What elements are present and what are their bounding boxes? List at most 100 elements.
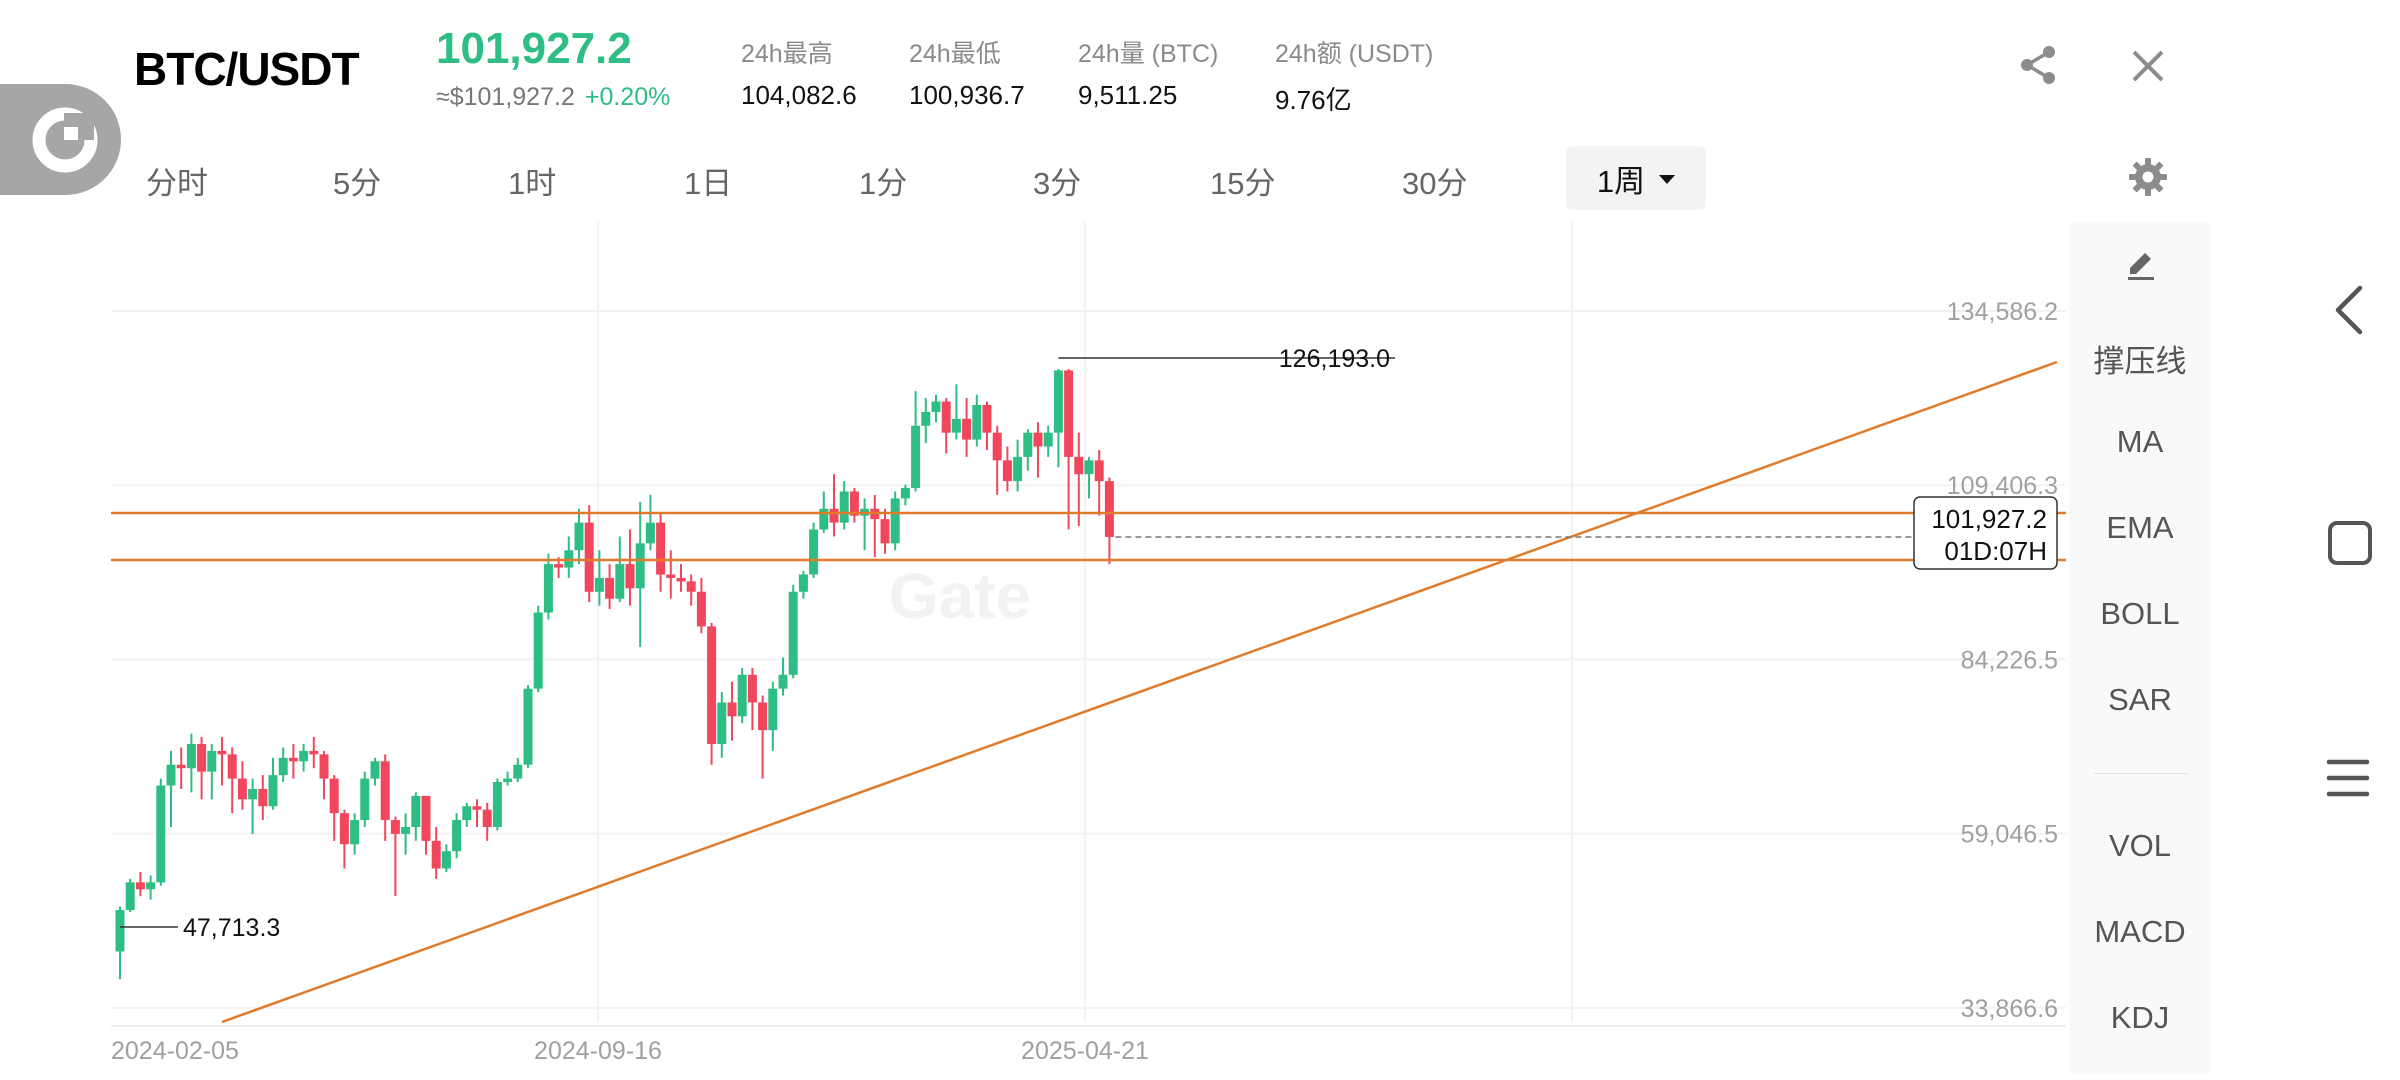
candle-body[interactable] bbox=[809, 529, 819, 575]
tool-sar[interactable]: SAR bbox=[2108, 682, 2172, 717]
candle-body[interactable] bbox=[197, 743, 207, 772]
candle-body[interactable] bbox=[656, 522, 666, 575]
tool-ema[interactable]: EMA bbox=[2106, 510, 2174, 545]
candle-body[interactable] bbox=[186, 743, 196, 769]
pen-icon[interactable] bbox=[2124, 248, 2158, 287]
candle-body[interactable] bbox=[1023, 432, 1033, 457]
indicator-vol[interactable]: VOL bbox=[2108, 828, 2172, 863]
candle-body[interactable] bbox=[309, 750, 319, 755]
candle-body[interactable] bbox=[125, 882, 135, 911]
candle-body[interactable] bbox=[288, 757, 298, 762]
close-icon[interactable] bbox=[2131, 49, 2165, 88]
candle-body[interactable] bbox=[737, 674, 747, 717]
candle-body[interactable] bbox=[839, 491, 849, 523]
candle-body[interactable] bbox=[900, 488, 910, 499]
candle-body[interactable] bbox=[115, 910, 125, 952]
candle-body[interactable] bbox=[278, 757, 288, 776]
candle-body[interactable] bbox=[788, 591, 798, 675]
candle-body[interactable] bbox=[707, 626, 717, 744]
indicator-macd[interactable]: MACD bbox=[2094, 914, 2186, 949]
share-icon[interactable] bbox=[2018, 44, 2060, 91]
candle-body[interactable] bbox=[594, 577, 604, 592]
candle-body[interactable] bbox=[931, 401, 941, 412]
candle-body[interactable] bbox=[390, 820, 400, 834]
candle-body[interactable] bbox=[982, 404, 992, 433]
tab-interval[interactable]: 5分 bbox=[333, 166, 382, 201]
candle-body[interactable] bbox=[431, 840, 441, 869]
tab-interval-active[interactable]: 1周 bbox=[1566, 146, 1706, 210]
tool-boll[interactable]: BOLL bbox=[2100, 596, 2180, 631]
trend-line[interactable] bbox=[221, 360, 2058, 1024]
tab-interval[interactable]: 1分 bbox=[859, 166, 908, 201]
candle-body[interactable] bbox=[554, 564, 564, 568]
tool-support-resistance[interactable]: 撑压线 bbox=[2093, 344, 2187, 379]
candle-body[interactable] bbox=[421, 795, 431, 841]
candle-body[interactable] bbox=[135, 882, 145, 890]
candle-body[interactable] bbox=[472, 806, 482, 810]
candle-body[interactable] bbox=[962, 418, 972, 440]
candle-body[interactable] bbox=[778, 674, 788, 689]
candle-body[interactable] bbox=[849, 491, 859, 516]
tab-interval[interactable]: 1时 bbox=[508, 166, 557, 201]
candle-body[interactable] bbox=[156, 785, 166, 883]
candle-body[interactable] bbox=[452, 820, 462, 852]
last-price-box[interactable] bbox=[1913, 496, 2058, 570]
candle-body[interactable] bbox=[1074, 456, 1084, 475]
candle-body[interactable] bbox=[319, 754, 329, 779]
candle-body[interactable] bbox=[533, 612, 543, 689]
candle-body[interactable] bbox=[237, 778, 247, 800]
candle-body[interactable] bbox=[992, 432, 1002, 461]
candle-body[interactable] bbox=[1094, 460, 1104, 482]
candle-body[interactable] bbox=[513, 764, 523, 779]
square-icon[interactable] bbox=[2327, 520, 2373, 571]
candle-body[interactable] bbox=[1053, 370, 1063, 433]
tab-interval[interactable]: 1日 bbox=[684, 166, 733, 201]
candle-body[interactable] bbox=[176, 764, 186, 769]
candle-body[interactable] bbox=[227, 754, 237, 779]
candle-body[interactable] bbox=[370, 761, 380, 779]
candle-body[interactable] bbox=[299, 750, 309, 762]
candle-body[interactable] bbox=[676, 577, 686, 582]
candle-body[interactable] bbox=[911, 425, 921, 489]
candle-body[interactable] bbox=[625, 564, 635, 589]
candle-body[interactable] bbox=[360, 778, 370, 821]
candle-body[interactable] bbox=[217, 750, 227, 755]
candle-body[interactable] bbox=[666, 574, 676, 578]
candle-body[interactable] bbox=[717, 702, 727, 744]
candle-body[interactable] bbox=[441, 851, 451, 869]
candle-body[interactable] bbox=[146, 882, 156, 890]
candle-body[interactable] bbox=[462, 806, 472, 821]
candle-body[interactable] bbox=[686, 581, 696, 592]
candle-body[interactable] bbox=[258, 788, 268, 807]
candle-body[interactable] bbox=[880, 519, 890, 544]
gear-icon[interactable] bbox=[2128, 157, 2168, 202]
candle-body[interactable] bbox=[921, 411, 931, 426]
candle-body[interactable] bbox=[1084, 460, 1094, 475]
tab-interval[interactable]: 分时 bbox=[146, 166, 208, 201]
gate-logo-icon[interactable] bbox=[0, 84, 121, 195]
candle-body[interactable] bbox=[503, 778, 513, 783]
candle-body[interactable] bbox=[1013, 456, 1023, 482]
candle-body[interactable] bbox=[329, 778, 339, 814]
menu-icon[interactable] bbox=[2325, 756, 2371, 805]
tab-interval[interactable]: 3分 bbox=[1033, 166, 1082, 201]
indicator-kdj[interactable]: KDJ bbox=[2110, 1000, 2170, 1035]
back-chevron-icon[interactable] bbox=[2330, 284, 2370, 341]
candle-body[interactable] bbox=[1043, 432, 1053, 447]
tab-interval[interactable]: 15分 bbox=[1210, 166, 1276, 201]
candle-body[interactable] bbox=[411, 795, 421, 828]
candle-body[interactable] bbox=[1064, 370, 1074, 457]
candle-body[interactable] bbox=[972, 404, 982, 440]
tool-ma[interactable]: MA bbox=[2116, 424, 2164, 459]
candle-body[interactable] bbox=[543, 564, 553, 613]
candle-body[interactable] bbox=[401, 827, 411, 834]
candle-body[interactable] bbox=[768, 688, 778, 731]
candle-body[interactable] bbox=[615, 564, 625, 599]
candle-body[interactable] bbox=[605, 577, 615, 599]
candle-body[interactable] bbox=[574, 522, 584, 551]
candle-body[interactable] bbox=[829, 508, 839, 523]
candle-body[interactable] bbox=[482, 809, 492, 828]
candle-body[interactable] bbox=[819, 508, 829, 530]
candle-body[interactable] bbox=[645, 522, 655, 544]
candle-body[interactable] bbox=[523, 688, 533, 765]
